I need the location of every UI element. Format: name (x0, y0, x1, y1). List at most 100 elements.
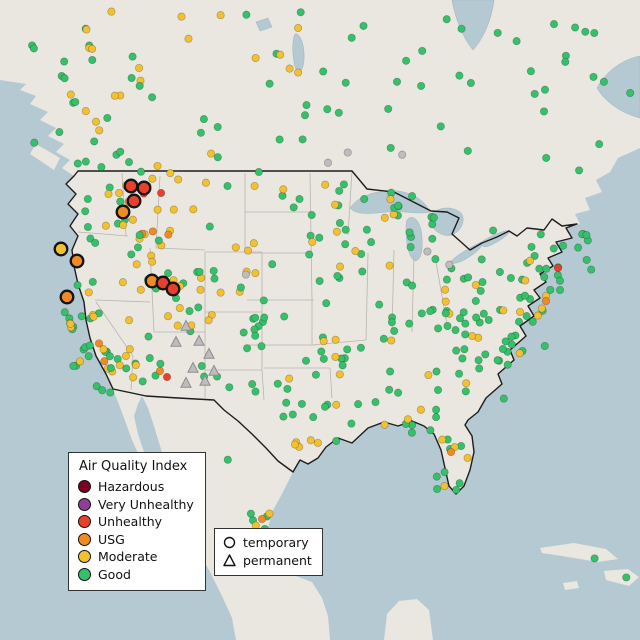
station-marker[interactable] (29, 44, 38, 53)
station-marker[interactable] (30, 138, 39, 147)
permanent-station-marker[interactable] (170, 335, 182, 347)
station-marker[interactable] (251, 53, 260, 63)
station-marker[interactable] (433, 385, 443, 395)
station-marker[interactable] (335, 218, 344, 228)
station-marker[interactable] (460, 345, 469, 354)
station-marker[interactable] (213, 153, 222, 162)
station-marker[interactable] (530, 251, 539, 260)
station-marker[interactable] (268, 260, 277, 269)
station-marker[interactable] (347, 33, 356, 42)
station-marker[interactable] (375, 300, 384, 309)
station-marker[interactable] (512, 37, 521, 46)
station-marker[interactable] (129, 373, 138, 382)
station-marker[interactable] (555, 285, 565, 295)
station-marker[interactable] (257, 342, 266, 351)
station-marker[interactable] (204, 316, 213, 325)
station-marker[interactable] (476, 286, 485, 295)
station-marker[interactable] (440, 468, 449, 477)
station-marker[interactable] (122, 364, 131, 373)
station-marker[interactable] (216, 11, 225, 20)
station-marker[interactable] (589, 72, 598, 81)
station-marker[interactable] (495, 267, 504, 277)
station-marker[interactable] (535, 264, 544, 273)
station-marker[interactable] (276, 50, 285, 59)
station-marker[interactable] (461, 330, 470, 339)
station-marker[interactable] (479, 309, 488, 318)
station-marker[interactable] (387, 336, 396, 345)
station-marker[interactable] (338, 361, 347, 370)
station-marker[interactable] (279, 185, 288, 194)
permanent-station-marker[interactable] (208, 364, 220, 376)
station-marker[interactable] (347, 419, 356, 428)
station-marker[interactable] (432, 413, 441, 422)
station-marker[interactable] (73, 281, 82, 290)
station-marker[interactable] (319, 67, 328, 76)
station-marker[interactable] (462, 379, 471, 388)
station-marker[interactable] (527, 242, 536, 251)
station-marker[interactable] (387, 318, 396, 327)
station-marker[interactable] (133, 243, 143, 252)
station-marker[interactable] (84, 352, 93, 361)
station-marker[interactable] (85, 341, 94, 350)
station-marker[interactable] (475, 364, 484, 373)
station-marker[interactable] (590, 554, 599, 563)
station-marker[interactable] (169, 205, 178, 214)
station-marker[interactable] (301, 356, 311, 365)
station-marker[interactable] (151, 371, 160, 380)
station-marker[interactable] (307, 210, 316, 220)
station-marker[interactable] (432, 405, 441, 414)
station-marker[interactable] (154, 236, 163, 245)
station-marker[interactable] (116, 197, 125, 206)
station-marker[interactable] (127, 73, 136, 83)
temporary-station-marker[interactable] (115, 204, 131, 220)
station-marker[interactable] (86, 234, 95, 243)
station-marker[interactable] (107, 7, 116, 16)
station-marker[interactable] (153, 161, 162, 171)
station-marker[interactable] (499, 306, 508, 315)
station-marker[interactable] (145, 354, 154, 363)
station-marker[interactable] (309, 413, 318, 422)
station-marker[interactable] (131, 361, 140, 370)
station-marker[interactable] (445, 260, 454, 269)
station-marker[interactable] (265, 79, 274, 88)
station-marker[interactable] (426, 426, 435, 435)
station-marker[interactable] (484, 315, 493, 325)
station-marker[interactable] (477, 255, 486, 264)
station-marker[interactable] (119, 220, 128, 230)
temporary-station-marker[interactable] (126, 193, 142, 209)
station-marker[interactable] (540, 85, 550, 94)
station-marker[interactable] (539, 107, 549, 116)
station-marker[interactable] (335, 262, 345, 271)
station-marker[interactable] (105, 183, 114, 192)
temporary-station-marker[interactable] (59, 289, 75, 305)
station-marker[interactable] (148, 174, 157, 183)
station-marker[interactable] (115, 361, 124, 370)
station-marker[interactable] (88, 55, 97, 65)
station-marker[interactable] (128, 215, 137, 224)
station-marker[interactable] (367, 238, 376, 247)
station-marker[interactable] (408, 281, 417, 290)
station-marker[interactable] (546, 285, 555, 294)
station-marker[interactable] (196, 285, 205, 294)
station-marker[interactable] (100, 357, 109, 366)
station-marker[interactable] (582, 255, 591, 264)
station-marker[interactable] (275, 135, 284, 144)
station-marker[interactable] (498, 344, 507, 354)
station-marker[interactable] (442, 275, 451, 284)
station-marker[interactable] (530, 89, 539, 98)
station-marker[interactable] (124, 158, 134, 167)
station-marker[interactable] (540, 341, 549, 351)
station-marker[interactable] (335, 186, 344, 195)
permanent-station-marker[interactable] (193, 334, 205, 346)
station-marker[interactable] (455, 71, 464, 80)
station-marker[interactable] (428, 234, 437, 243)
station-marker[interactable] (343, 148, 352, 157)
station-marker[interactable] (323, 105, 332, 114)
station-marker[interactable] (471, 296, 480, 306)
station-marker[interactable] (155, 366, 165, 376)
station-marker[interactable] (515, 307, 525, 316)
station-marker[interactable] (549, 244, 558, 253)
station-marker[interactable] (459, 308, 468, 317)
station-marker[interactable] (553, 263, 563, 273)
station-marker[interactable] (528, 317, 537, 326)
